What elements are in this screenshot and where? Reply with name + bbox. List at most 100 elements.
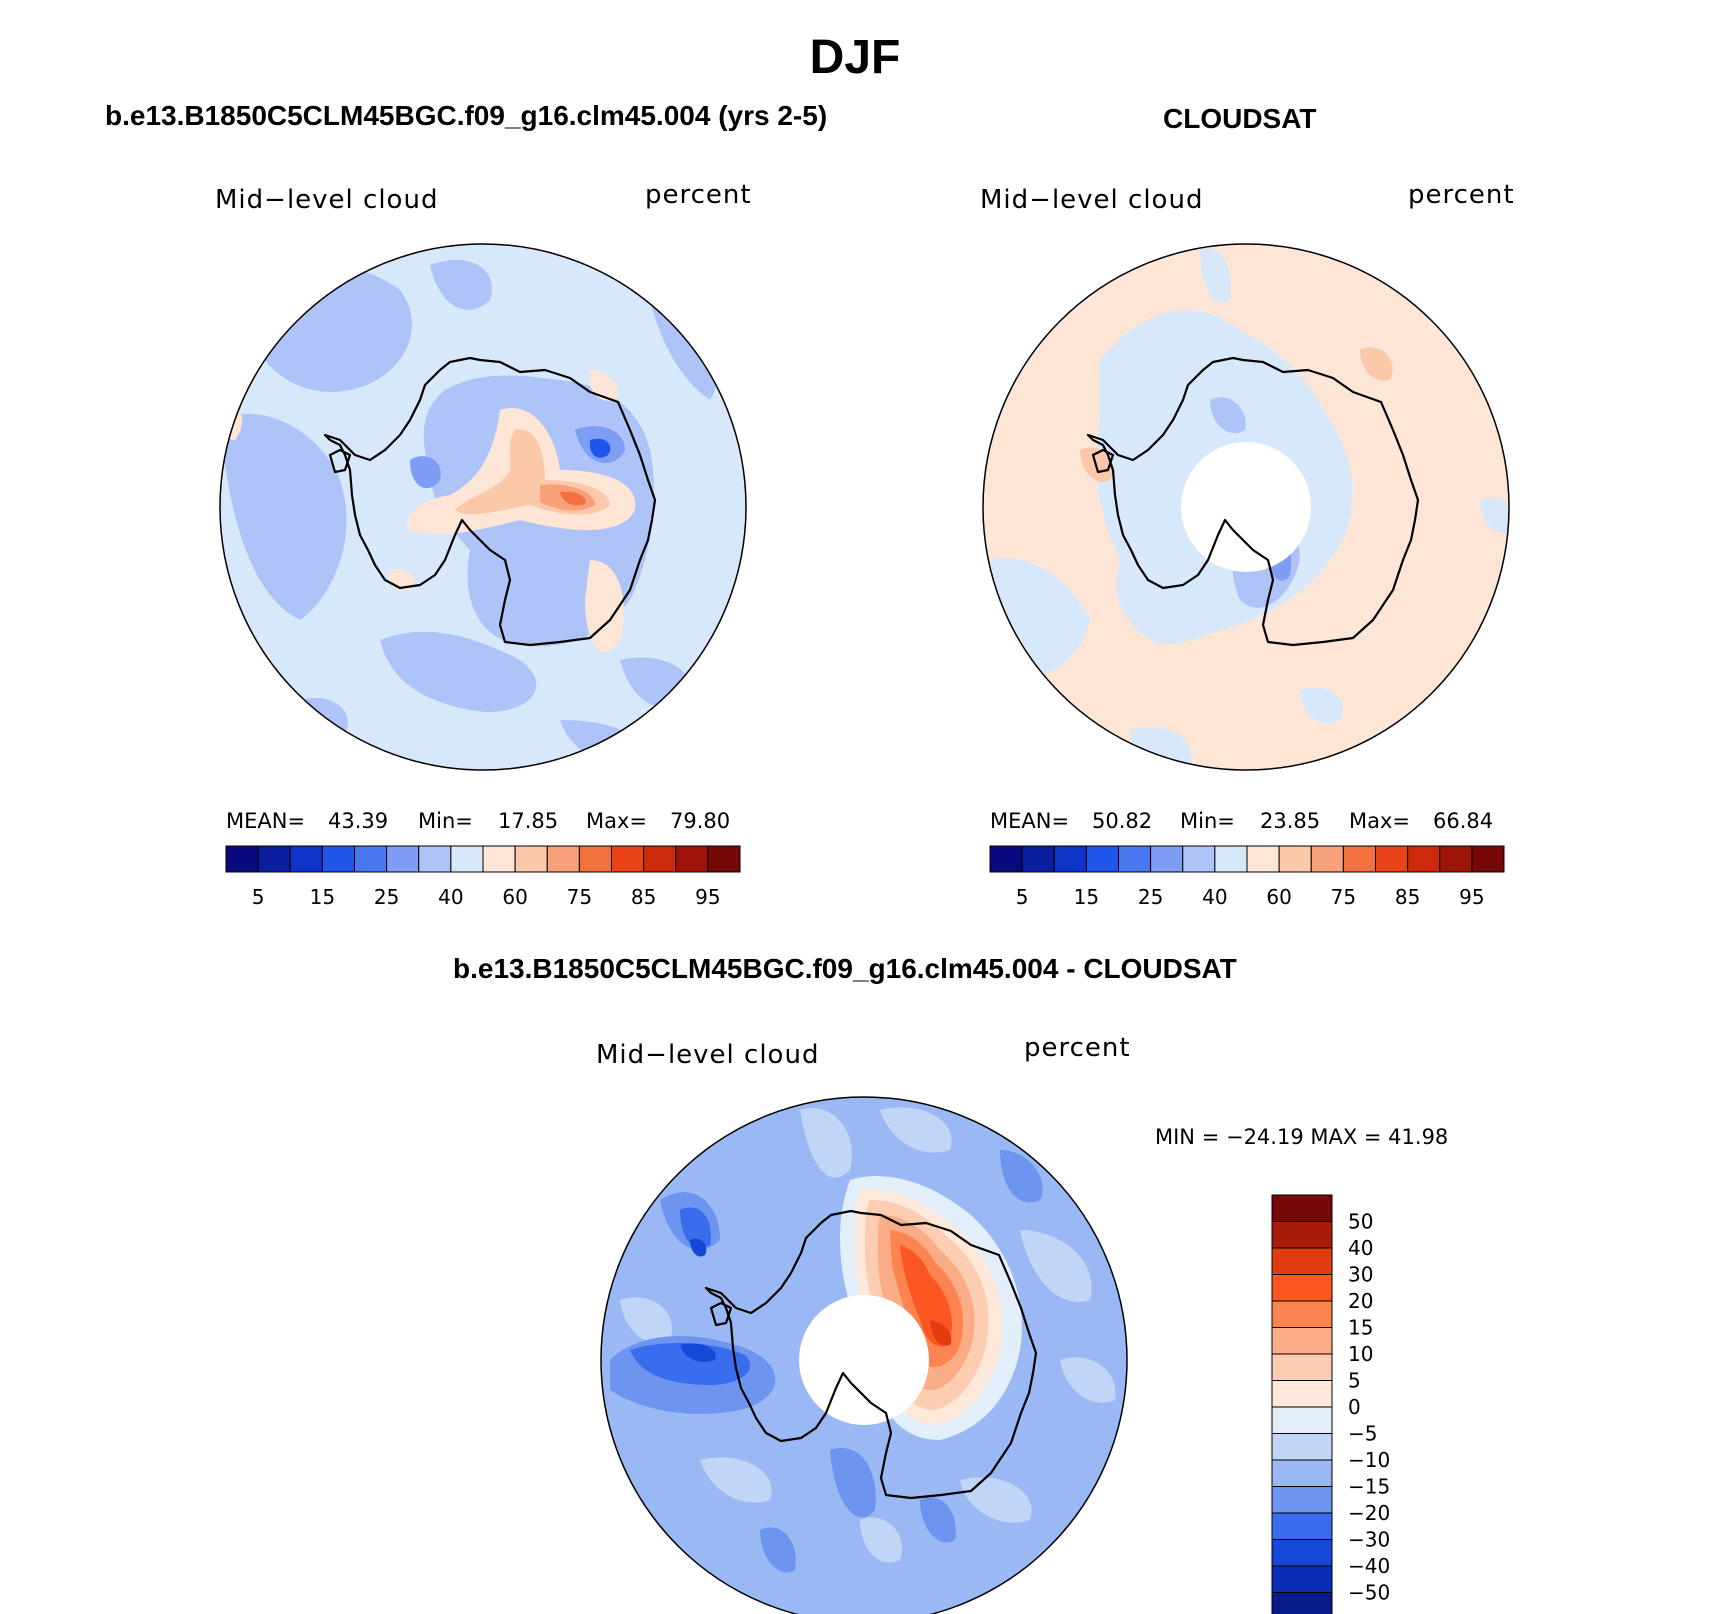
colorbar-swatch <box>418 845 452 873</box>
colorbar-swatch <box>1471 845 1505 873</box>
panel-obs-max-value: 66.84 <box>1433 809 1494 833</box>
colorbar-tick-label: −30 <box>1348 1528 1390 1552</box>
colorbar-swatch <box>1053 845 1087 873</box>
panel-model-variable-label: Mid−level cloud <box>215 185 439 215</box>
colorbar-swatch <box>1271 1300 1333 1328</box>
panel-obs-units-label: percent <box>1408 180 1515 210</box>
colorbar-tick-label: 85 <box>631 885 656 909</box>
contour-15-20 <box>589 438 611 458</box>
colorbar-model: 5 15 25 40 60 75 85 95 <box>225 845 741 909</box>
colorbar-tick-label: 15 <box>310 885 335 909</box>
colorbar-tick-label: 10 <box>1348 1342 1373 1366</box>
coastline-model <box>323 356 657 647</box>
panel-diff-units-label: percent <box>1024 1033 1131 1063</box>
panel-obs-mean-label: MEAN= <box>990 809 1070 833</box>
colorbar-swatch <box>1246 845 1280 873</box>
colorbar-tick-label: 75 <box>567 885 592 909</box>
colorbar-swatch <box>1278 845 1312 873</box>
colorbar-swatch <box>1085 845 1119 873</box>
colorbar-swatch <box>1439 845 1473 873</box>
colorbar-swatch <box>1271 1247 1333 1275</box>
colorbar-tick-label: −20 <box>1348 1501 1390 1525</box>
colorbar-swatch <box>1342 845 1376 873</box>
colorbar-tick-label: 25 <box>374 885 399 909</box>
colorbar-tick-label: 0 <box>1348 1395 1361 1419</box>
colorbar-tick-label: 40 <box>1202 885 1227 909</box>
colorbar-swatch <box>989 845 1023 873</box>
panel-model-max-label: Max= <box>586 809 648 833</box>
colorbar-swatch <box>1271 1274 1333 1302</box>
colorbar-swatch <box>1271 1565 1333 1593</box>
colorbar-swatch <box>386 845 420 873</box>
colorbar-swatch <box>321 845 355 873</box>
map-border-obs <box>982 243 1510 771</box>
colorbar-swatch <box>225 845 259 873</box>
panel-obs-mean-value: 50.82 <box>1092 809 1153 833</box>
colorbar-tick-label: 95 <box>695 885 720 909</box>
panel-obs-min-label: Min= <box>1180 809 1235 833</box>
colorbar-swatch <box>1150 845 1184 873</box>
colorbar-swatch <box>450 845 484 873</box>
colorbar-tick-label: 20 <box>1348 1289 1373 1313</box>
colorbar-tick-label: 40 <box>438 885 463 909</box>
panel-diff-variable-label: Mid−level cloud <box>596 1040 820 1070</box>
colorbar-tick-label: 50 <box>1348 1210 1373 1234</box>
colorbar-swatch <box>1271 1194 1333 1222</box>
colorbar-swatch <box>1407 845 1441 873</box>
colorbar-tick-label: 95 <box>1459 885 1484 909</box>
colorbar-tick-label: 85 <box>1395 885 1420 909</box>
colorbar-swatch <box>1310 845 1344 873</box>
colorbar-swatch <box>707 845 741 873</box>
colorbar-swatch <box>1271 1406 1333 1434</box>
colorbar-swatch <box>1271 1221 1333 1249</box>
panel-diff-subtitle: b.e13.B1850C5CLM45BGC.f09_g16.clm45.004 … <box>453 953 1237 984</box>
panel-model-mean-value: 43.39 <box>328 809 389 833</box>
map-border-model <box>219 243 747 771</box>
contour-20-30 <box>900 1245 953 1347</box>
colorbar-tick-label: 5 <box>1348 1369 1361 1393</box>
colorbar-tick-label: −10 <box>1348 1448 1390 1472</box>
colorbar-tick-label: −40 <box>1348 1554 1390 1578</box>
pole-hole-diff <box>799 1295 929 1425</box>
map-panel-obs <box>983 244 1509 770</box>
panel-obs-min-value: 23.85 <box>1260 809 1321 833</box>
panel-model-min-label: Min= <box>418 809 473 833</box>
colorbar-tick-label: 5 <box>1016 885 1029 909</box>
colorbar-tick-label: 15 <box>1074 885 1099 909</box>
colorbar-swatch <box>1271 1512 1333 1540</box>
pole-hole-obs <box>1181 442 1311 572</box>
colorbar-tick-label: 5 <box>252 885 265 909</box>
panel-model-mean-label: MEAN= <box>226 809 306 833</box>
coastline-diff <box>704 1209 1038 1500</box>
colorbar-swatch <box>1375 845 1409 873</box>
panel-obs-max-label: Max= <box>1349 809 1411 833</box>
colorbar-swatch <box>1182 845 1216 873</box>
colorbar-tick-label: 25 <box>1138 885 1163 909</box>
map-panel-diff <box>601 1097 1127 1614</box>
map-panel-model <box>220 244 746 770</box>
colorbar-tick-label: 15 <box>1348 1316 1373 1340</box>
contour-minus30-minus20 <box>680 1238 716 1362</box>
colorbar-swatch <box>1271 1459 1333 1487</box>
colorbar-swatch <box>546 845 580 873</box>
colorbar-swatch <box>1271 1592 1333 1614</box>
colorbar-tick-label: 75 <box>1331 885 1356 909</box>
colorbar-tick-label: 60 <box>502 885 527 909</box>
colorbar-swatch <box>514 845 548 873</box>
panel-model-units-label: percent <box>645 180 752 210</box>
contour-minus20-minus15 <box>630 1207 751 1385</box>
colorbar-swatch <box>1271 1539 1333 1567</box>
colorbar-tick-label: 30 <box>1348 1263 1373 1287</box>
colorbar-swatch <box>1271 1433 1333 1461</box>
panel-model-min-value: 17.85 <box>498 809 559 833</box>
panel-obs-subtitle: CLOUDSAT <box>1163 103 1317 134</box>
page-title: DJF <box>809 31 901 84</box>
colorbar-swatch <box>643 845 677 873</box>
colorbar-obs: 5 15 25 40 60 75 85 95 <box>989 845 1505 909</box>
colorbar-swatch <box>1271 1327 1333 1355</box>
colorbar-swatch <box>354 845 388 873</box>
contour-75-80 <box>560 491 586 506</box>
colorbar-swatch <box>675 845 709 873</box>
